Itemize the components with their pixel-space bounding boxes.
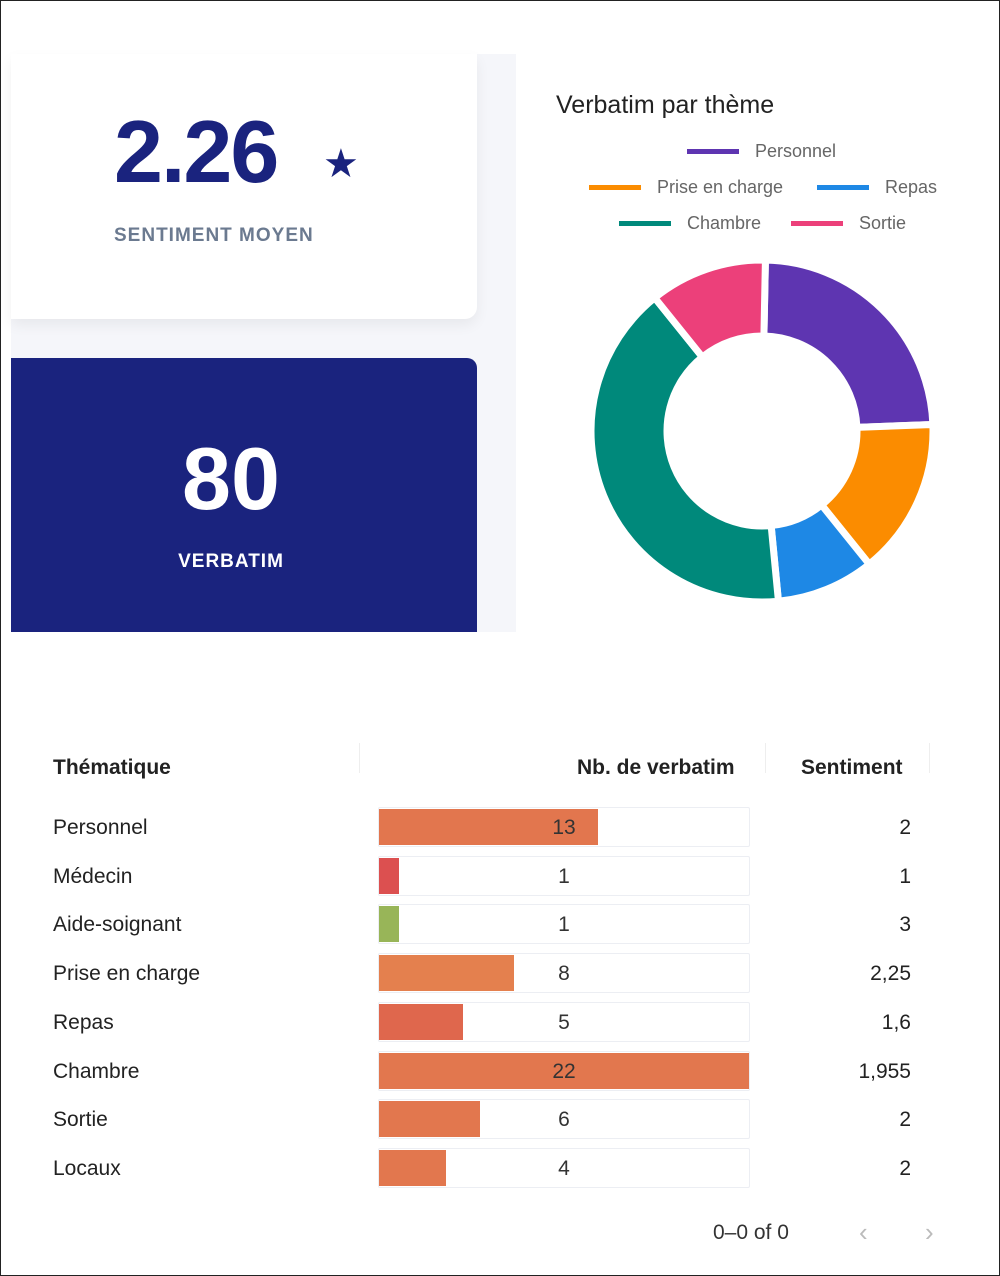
legend-swatch	[687, 149, 739, 154]
sentiment-value: 3	[899, 913, 911, 937]
chevron-left-icon[interactable]: ‹	[859, 1217, 868, 1247]
sentiment-value: 2,25	[870, 962, 911, 986]
header-count[interactable]: Nb. de verbatim	[577, 756, 735, 779]
count-bar: 1	[378, 855, 750, 896]
donut-slice-chambre[interactable]	[587, 292, 783, 606]
verbatim-value: 80	[182, 429, 280, 528]
count-bar: 22	[378, 1050, 750, 1091]
count-value: 22	[552, 1059, 576, 1083]
legend-swatch	[791, 221, 843, 226]
count-bar: 5	[378, 1001, 750, 1042]
table-row[interactable]: Chambre 22 1,955	[31, 1047, 967, 1096]
count-value: 8	[558, 962, 570, 986]
count-value: 1	[558, 913, 570, 937]
chart-title: Verbatim par thème	[556, 91, 775, 119]
legend-swatch	[619, 221, 671, 226]
table-row[interactable]: Sortie 6 2	[31, 1095, 967, 1144]
star-icon: ★	[323, 142, 359, 186]
count-value: 5	[558, 1010, 570, 1034]
verbatim-card: 80 VERBATIM	[11, 358, 477, 632]
chevron-right-icon[interactable]: ›	[925, 1217, 934, 1247]
count-bar-fill	[379, 809, 598, 845]
verbatim-label: VERBATIM	[178, 551, 284, 572]
theme-name: Locaux	[53, 1156, 121, 1180]
legend-swatch	[817, 185, 869, 190]
sentiment-value: 1,6	[881, 1010, 911, 1034]
count-bar: 1	[378, 904, 750, 945]
theme-name: Sortie	[53, 1108, 108, 1132]
theme-name: Prise en charge	[53, 962, 201, 986]
legend-item[interactable]: Sortie	[791, 213, 906, 234]
header-thematique[interactable]: Thématique	[53, 756, 171, 779]
column-separator	[929, 743, 930, 773]
count-value: 6	[558, 1108, 570, 1132]
donut-slice-personnel[interactable]	[760, 256, 937, 432]
count-bar-fill	[379, 1052, 749, 1089]
theme-name: Médecin	[53, 864, 133, 888]
count-bar: 8	[378, 953, 750, 994]
count-bar-fill	[379, 857, 399, 894]
count-bar: 4	[378, 1147, 750, 1188]
sentiment-value: 1,955	[858, 1059, 911, 1083]
count-bar-fill	[379, 1101, 480, 1138]
pagination-info: 0–0 of 0	[713, 1221, 789, 1244]
column-separator	[765, 743, 766, 773]
table-row[interactable]: Médecin 1 1	[31, 852, 967, 901]
table-row[interactable]: Repas 5 1,6	[31, 998, 967, 1047]
count-bar-fill	[379, 955, 514, 992]
count-value: 1	[558, 864, 570, 888]
sentiment-value: 2	[899, 1156, 911, 1180]
legend-item[interactable]: Personnel	[687, 141, 836, 162]
count-bar: 13	[378, 807, 750, 847]
count-bar-fill	[379, 1149, 447, 1186]
legend-item[interactable]: Chambre	[619, 213, 761, 234]
sentiment-card	[11, 54, 477, 319]
theme-name: Aide-soignant	[53, 913, 182, 937]
legend-label: Repas	[885, 177, 938, 197]
sentiment-label: SENTIMENT MOYEN	[114, 225, 314, 246]
count-bar-fill	[379, 906, 399, 943]
legend-label: Sortie	[859, 213, 907, 233]
donut-slice-sortie[interactable]	[649, 256, 769, 362]
theme-name: Chambre	[53, 1059, 140, 1083]
legend-item[interactable]: Repas	[817, 177, 937, 198]
table-row[interactable]: Prise en charge 8 2,25	[31, 949, 967, 998]
count-bar: 6	[378, 1099, 750, 1140]
table-row[interactable]: Aide-soignant 1 3	[31, 900, 967, 949]
sentiment-value: 2	[899, 1108, 911, 1132]
legend-item[interactable]: Prise en charge	[589, 177, 783, 198]
count-value: 4	[558, 1156, 570, 1180]
column-separator	[359, 743, 360, 773]
table-row[interactable]: Locaux 4 2	[31, 1144, 967, 1193]
theme-name: Repas	[53, 1010, 114, 1034]
count-bar-fill	[379, 1003, 464, 1040]
legend-label: Personnel	[755, 141, 837, 161]
count-value: 13	[552, 816, 576, 839]
sentiment-value: 1	[899, 864, 911, 888]
header-sentiment[interactable]: Sentiment	[801, 756, 903, 779]
theme-name: Personnel	[53, 816, 148, 839]
table-row[interactable]: Personnel 13 2	[31, 803, 967, 852]
sentiment-value: 2.26	[114, 102, 279, 201]
legend-label: Chambre	[687, 213, 762, 233]
donut-chart	[587, 256, 937, 606]
legend-swatch	[589, 185, 641, 190]
legend-label: Prise en charge	[657, 177, 784, 197]
sentiment-value: 2	[899, 816, 911, 839]
